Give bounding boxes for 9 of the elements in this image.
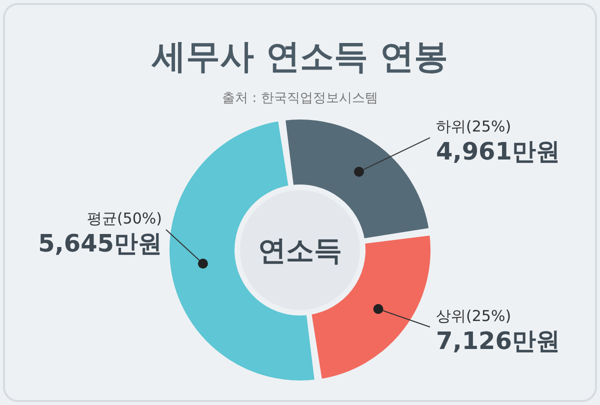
chart-title: 세무사 연소득 연봉 (151, 37, 448, 77)
source-note: 출처 : 한국직업정보시스템 (222, 91, 378, 106)
slice-label: 평균(50%) (86, 210, 162, 228)
slice-label: 상위(25%) (436, 306, 512, 325)
slice-label: 하위(25%) (436, 118, 512, 136)
text: 4,961만원 (436, 138, 560, 166)
text: 5,645만원 (38, 230, 162, 258)
text: 연소득 (258, 234, 342, 267)
text: 7,126만원 (436, 326, 560, 355)
